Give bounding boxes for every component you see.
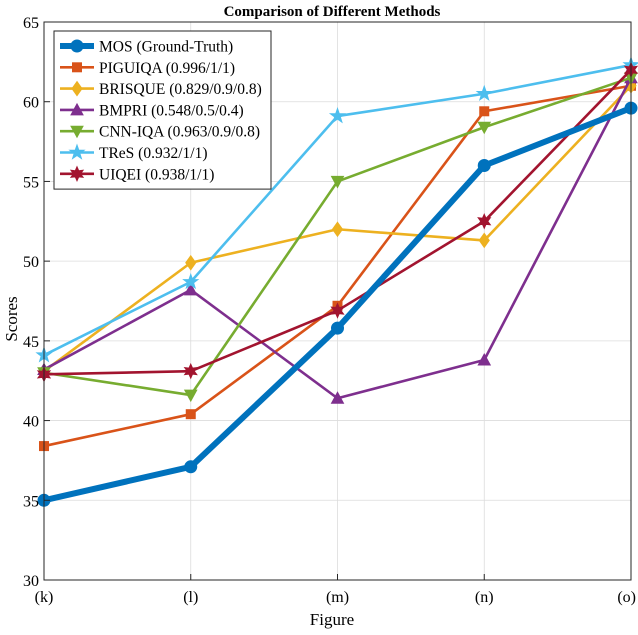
data-point-brisque bbox=[185, 254, 197, 271]
data-point-tres bbox=[328, 107, 347, 124]
legend-item: BMPRI (0.548/0.5/0.4) bbox=[60, 102, 244, 119]
x-tick-label: (m) bbox=[326, 589, 349, 606]
y-tick-label: 60 bbox=[23, 95, 39, 112]
data-point-uiqei bbox=[183, 362, 198, 380]
data-point-mos bbox=[331, 321, 344, 335]
legend-marker bbox=[70, 102, 84, 116]
series-mos bbox=[37, 101, 638, 507]
data-point-mos bbox=[184, 460, 198, 474]
data-point-bmpri bbox=[330, 391, 345, 404]
x-tick-label: (l) bbox=[183, 589, 198, 606]
x-tick-label: (o) bbox=[617, 589, 636, 606]
legend-item: CNN-IQA (0.963/0.9/0.8) bbox=[60, 124, 260, 141]
legend-label: CNN-IQA (0.963/0.9/0.8) bbox=[99, 124, 260, 141]
legend-item: TReS (0.932/1/1) bbox=[60, 143, 208, 162]
data-point-brisque bbox=[331, 221, 344, 238]
y-tick-label: 30 bbox=[23, 573, 39, 590]
legend-label: UIQEI (0.938/1/1) bbox=[99, 166, 214, 183]
data-point-bmpri bbox=[477, 352, 492, 366]
y-tick-label: 35 bbox=[23, 493, 39, 510]
data-point-piguiqa bbox=[185, 409, 196, 420]
legend-marker bbox=[70, 39, 84, 53]
data-point-piguiqa bbox=[479, 106, 490, 117]
legend-marker bbox=[69, 165, 85, 183]
y-tick-label: 45 bbox=[23, 334, 39, 351]
data-point-mos bbox=[477, 158, 491, 172]
legend: MOS (Ground-Truth) PIGUIQA (0.996/1/1) BRI… bbox=[53, 30, 272, 190]
data-point-uiqei bbox=[330, 302, 345, 319]
legend-label: BMPRI (0.548/0.5/0.4) bbox=[99, 102, 244, 119]
data-point-tres bbox=[475, 84, 493, 102]
legend-marker bbox=[68, 143, 86, 160]
data-point-uiqei bbox=[477, 213, 492, 230]
legend-marker bbox=[72, 62, 82, 73]
legend-item: PIGUIQA (0.996/1/1) bbox=[60, 60, 235, 77]
legend-marker bbox=[70, 125, 84, 139]
data-point-cnn-iqa bbox=[330, 175, 345, 189]
legend-label: TReS (0.932/1/1) bbox=[99, 145, 208, 162]
legend-item: UIQEI (0.938/1/1) bbox=[60, 165, 214, 183]
series-layer bbox=[35, 56, 638, 507]
x-axis-label: Figure bbox=[310, 610, 354, 629]
y-tick-label: 40 bbox=[23, 414, 39, 431]
legend-marker bbox=[71, 80, 83, 97]
legend-label: MOS (Ground-Truth) bbox=[99, 39, 233, 56]
y-tick-label: 65 bbox=[23, 15, 39, 32]
axis-ticks: 30 35 40 45 50 55 60 65 (k) (l) (m) (n) (o) bbox=[23, 15, 636, 606]
legend-label: PIGUIQA (0.996/1/1) bbox=[99, 60, 235, 77]
y-axis-label: Scores bbox=[2, 296, 21, 341]
data-point-cnn-iqa bbox=[183, 389, 198, 403]
y-tick-label: 55 bbox=[23, 174, 39, 191]
data-point-bmpri bbox=[183, 282, 198, 296]
data-point-brisque bbox=[478, 232, 490, 249]
x-tick-label: (n) bbox=[475, 589, 494, 606]
data-point-tres bbox=[182, 272, 200, 290]
legend-item: BRISQUE (0.829/0.9/0.8) bbox=[60, 80, 262, 98]
y-tick-label: 50 bbox=[23, 254, 39, 271]
legend-label: BRISQUE (0.829/0.9/0.8) bbox=[99, 81, 262, 98]
x-tick-label: (k) bbox=[35, 589, 54, 606]
chart-title: Comparison of Different Methods bbox=[224, 4, 441, 20]
data-point-cnn-iqa bbox=[477, 121, 492, 135]
legend-item: MOS (Ground-Truth) bbox=[60, 39, 233, 56]
